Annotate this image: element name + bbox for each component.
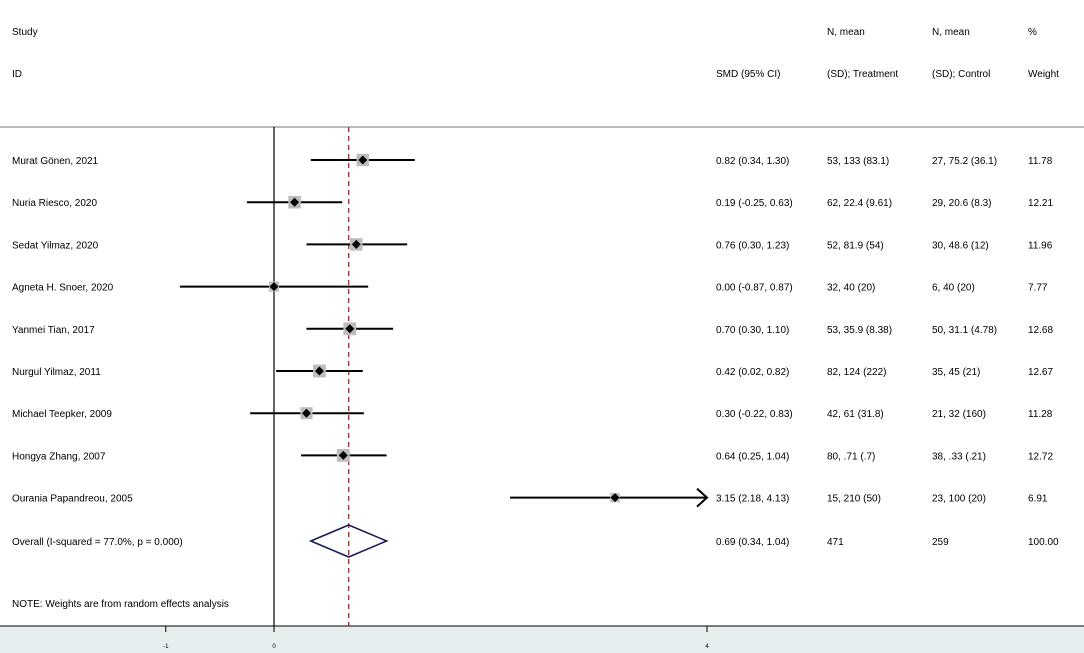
study-control: 23, 100 (20) [932, 494, 986, 505]
study-ci-text: 0.42 (0.02, 0.82) [716, 367, 789, 378]
study-ci-text: 0.64 (0.25, 1.04) [716, 451, 789, 462]
x-tick-label: 4 [705, 644, 709, 650]
study-control: 29, 20.6 (8.3) [932, 198, 991, 209]
overall-treatment: 471 [827, 537, 844, 548]
axis-band [0, 626, 1084, 653]
study-treatment: 53, 35.9 (8.38) [827, 325, 892, 336]
study-point-estimate [610, 493, 620, 503]
study-treatment: 42, 61 (31.8) [827, 409, 884, 420]
study-ci-text: 0.00 (-0.87, 0.87) [716, 283, 793, 294]
study-label: Sedat Yilmaz, 2020 [12, 240, 99, 251]
study-label: Ourania Papandreou, 2005 [12, 494, 133, 505]
study-treatment: 53, 133 (83.1) [827, 156, 889, 167]
study-ci-text: 0.19 (-0.25, 0.63) [716, 198, 793, 209]
study-control: 50, 31.1 (4.78) [932, 325, 997, 336]
header-weight-line2: Weight [1028, 69, 1059, 80]
header-id: ID [12, 69, 22, 80]
x-tick-label: 0 [272, 644, 276, 650]
study-weight: 11.96 [1028, 240, 1053, 251]
overall-control: 259 [932, 537, 949, 548]
study-label: Nurgul Yilmaz, 2011 [12, 367, 101, 378]
study-weight: 7.77 [1028, 283, 1048, 294]
study-ci-text: 0.70 (0.30, 1.10) [716, 325, 789, 336]
study-point-estimate [269, 282, 279, 292]
study-point-estimate [314, 366, 324, 376]
header-treatment-line1: N, mean [827, 27, 865, 38]
study-control: 35, 45 (21) [932, 367, 980, 378]
study-point-estimate [290, 197, 300, 207]
header-weight-line1: % [1028, 27, 1037, 38]
overall-label: Overall (I-squared = 77.0%, p = 0.000) [12, 537, 183, 548]
study-treatment: 15, 210 (50) [827, 494, 881, 505]
study-treatment: 32, 40 (20) [827, 283, 875, 294]
overall-ci-text: 0.69 (0.34, 1.04) [716, 537, 789, 548]
study-control: 6, 40 (20) [932, 283, 975, 294]
study-weight: 12.72 [1028, 451, 1053, 462]
study-treatment: 62, 22.4 (9.61) [827, 198, 892, 209]
study-point-estimate [301, 408, 311, 418]
study-point-estimate [358, 155, 368, 165]
study-ci-arrow [696, 487, 709, 508]
study-weight: 12.67 [1028, 367, 1053, 378]
header-study: Study [12, 27, 38, 38]
study-point-estimate [338, 450, 348, 460]
x-tick-label: -1 [163, 644, 169, 650]
study-control: 38, .33 (.21) [932, 451, 986, 462]
header-smd: SMD (95% CI) [716, 69, 781, 80]
study-label: Hongya Zhang, 2007 [12, 451, 106, 462]
study-control: 21, 32 (160) [932, 409, 986, 420]
study-control: 30, 48.6 (12) [932, 240, 989, 251]
header-control-line2: (SD); Control [932, 69, 991, 80]
study-point-estimate [345, 324, 355, 334]
study-weight: 6.91 [1028, 494, 1048, 505]
study-point-estimate [351, 239, 361, 249]
study-ci-text: 3.15 (2.18, 4.13) [716, 494, 789, 505]
overall-diamond [308, 524, 389, 558]
study-treatment: 80, .71 (.7) [827, 451, 875, 462]
study-ci-text: 0.76 (0.30, 1.23) [716, 240, 789, 251]
overall-weight: 100.00 [1028, 537, 1059, 548]
study-control: 27, 75.2 (36.1) [932, 156, 997, 167]
study-label: Yanmei Tian, 2017 [12, 325, 95, 336]
study-weight: 11.28 [1028, 409, 1053, 420]
study-ci-text: 0.30 (-0.22, 0.83) [716, 409, 793, 420]
header-control-line1: N, mean [932, 27, 970, 38]
study-label: Murat Gönen, 2021 [12, 156, 99, 167]
study-weight: 12.68 [1028, 325, 1053, 336]
header-treatment-line2: (SD); Treatment [827, 69, 899, 80]
study-label: Nuria Riesco, 2020 [12, 198, 97, 209]
footnote: NOTE: Weights are from random effects an… [12, 599, 229, 610]
study-treatment: 82, 124 (222) [827, 367, 887, 378]
study-label: Michael Teepker, 2009 [12, 409, 112, 420]
study-weight: 11.78 [1028, 156, 1053, 167]
study-ci-text: 0.82 (0.34, 1.30) [716, 156, 789, 167]
study-treatment: 52, 81.9 (54) [827, 240, 884, 251]
study-weight: 12.21 [1028, 198, 1053, 209]
study-label: Agneta H. Snoer, 2020 [12, 283, 114, 294]
